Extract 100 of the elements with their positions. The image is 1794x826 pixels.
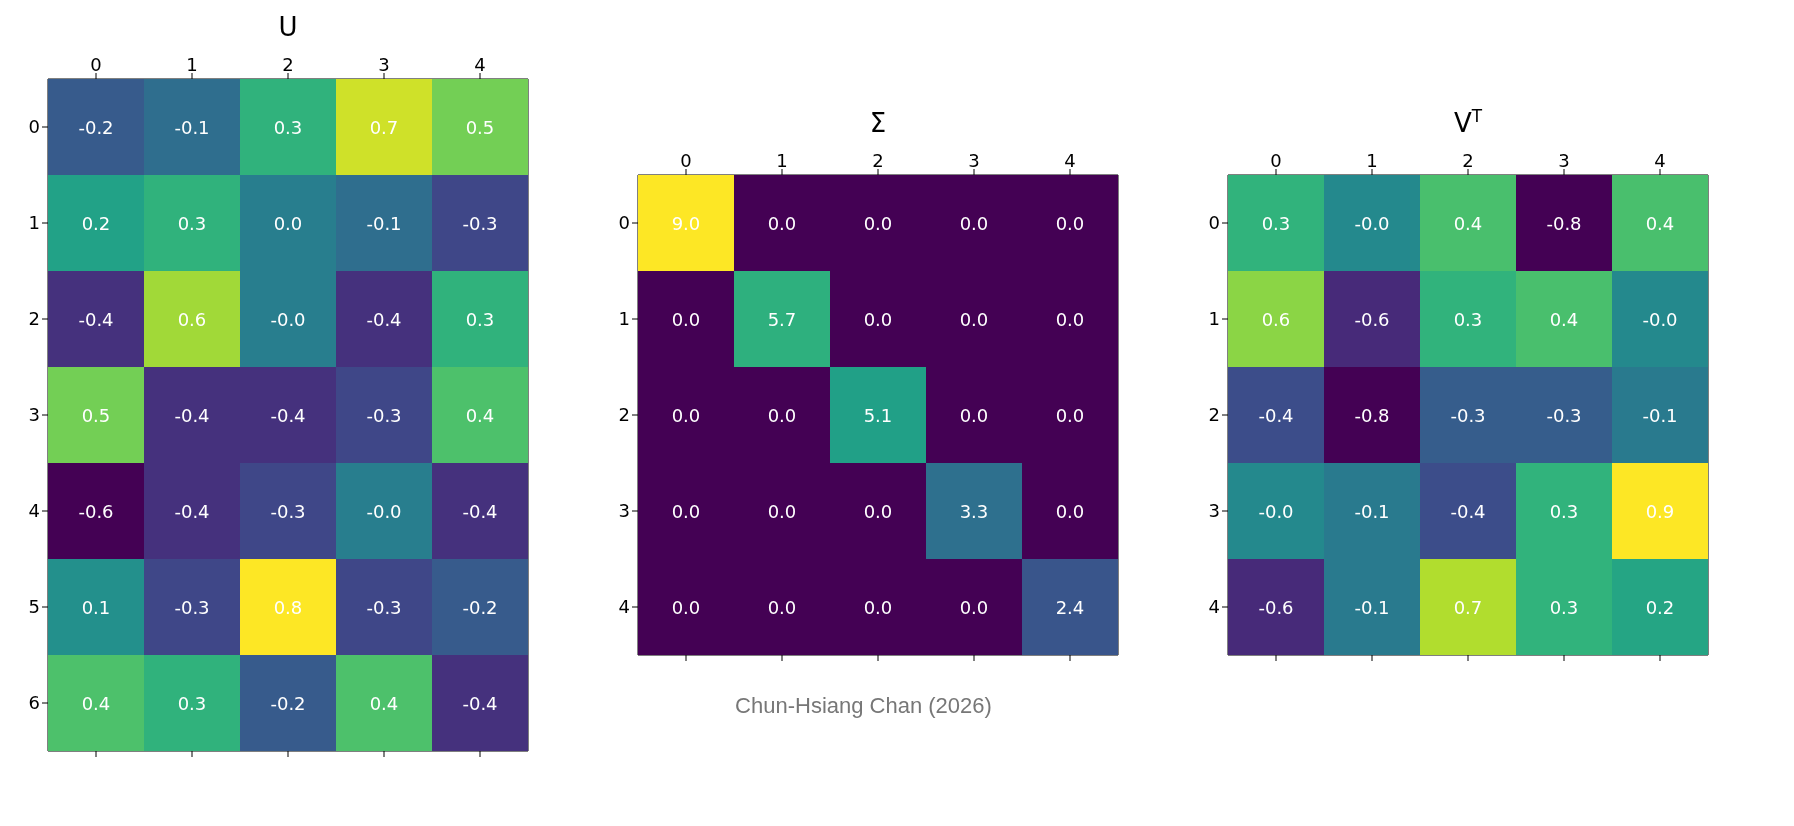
data-label: -0.3	[366, 404, 402, 426]
y-tick-label: 3	[1208, 500, 1220, 522]
data-label: 0.0	[671, 308, 701, 330]
x-tick-label: 4	[1064, 150, 1076, 171]
data-label: 0.0	[1055, 500, 1085, 522]
data-label: 0.2	[81, 212, 111, 234]
y-tick-label: 1	[618, 308, 630, 330]
data-label: -0.0	[366, 500, 402, 522]
data-label: -0.4	[1450, 500, 1486, 522]
y-tick-label: 1	[1208, 308, 1220, 330]
data-label: -0.1	[1642, 404, 1678, 426]
y-tick-label: 6	[28, 692, 40, 714]
data-label: -0.4	[270, 404, 306, 426]
data-label: 0.3	[177, 212, 207, 234]
data-label: -0.8	[1354, 404, 1390, 426]
data-label: -0.1	[174, 116, 210, 138]
data-label: -0.4	[462, 692, 498, 714]
data-label: 0.0	[1055, 308, 1085, 330]
y-tick-label: 4	[1208, 596, 1220, 618]
data-label: 0.6	[177, 308, 207, 330]
data-label: -0.0	[270, 308, 306, 330]
data-label: 2.4	[1055, 596, 1085, 618]
data-label: 0.0	[1055, 404, 1085, 426]
y-tick-label: 3	[28, 404, 40, 426]
x-tick-label: 3	[378, 54, 390, 75]
data-label: -0.4	[462, 500, 498, 522]
data-label: 0.6	[1261, 308, 1291, 330]
data-label: 0.0	[863, 500, 893, 522]
data-label: -0.4	[174, 404, 210, 426]
data-label: 0.4	[1453, 212, 1483, 234]
y-tick-label: 1	[28, 212, 40, 234]
data-label: 0.0	[959, 308, 989, 330]
chart-title: U	[278, 12, 298, 42]
x-tick-label: 1	[186, 54, 198, 75]
data-label: 0.0	[1055, 212, 1085, 234]
data-label: 0.0	[863, 212, 893, 234]
data-label: 0.4	[81, 692, 111, 714]
y-tick-label: 2	[28, 308, 40, 330]
data-label: 0.4	[1549, 308, 1579, 330]
data-label: 0.8	[273, 596, 303, 618]
x-tick-label: 3	[1558, 150, 1570, 171]
data-label: 0.1	[81, 596, 111, 618]
data-label: 5.7	[767, 308, 797, 330]
data-label: 0.3	[1549, 596, 1579, 618]
x-tick-label: 4	[1654, 150, 1666, 171]
x-tick-label: 2	[1462, 150, 1474, 171]
data-label: 0.0	[671, 596, 701, 618]
data-label: 0.3	[465, 308, 495, 330]
x-tick-label: 0	[90, 54, 102, 75]
y-tick-label: 5	[28, 596, 40, 618]
x-tick-label: 2	[282, 54, 294, 75]
data-label: -0.2	[462, 596, 498, 618]
x-tick-label: 3	[968, 150, 980, 171]
data-label: -0.3	[462, 212, 498, 234]
data-label: 0.7	[369, 116, 399, 138]
data-label: -0.4	[174, 500, 210, 522]
data-label: 0.3	[1549, 500, 1579, 522]
data-label: 0.0	[863, 308, 893, 330]
data-label: -0.2	[270, 692, 306, 714]
data-label: 0.0	[959, 212, 989, 234]
data-label: -0.6	[78, 500, 114, 522]
data-label: 5.1	[863, 404, 893, 426]
data-label: -0.3	[270, 500, 306, 522]
data-label: 0.3	[273, 116, 303, 138]
y-tick-label: 3	[618, 500, 630, 522]
y-tick-label: 0	[28, 116, 40, 138]
data-label: 0.0	[671, 404, 701, 426]
x-tick-label: 4	[474, 54, 486, 75]
data-label: 0.3	[1453, 308, 1483, 330]
data-label: -0.6	[1354, 308, 1390, 330]
data-label: -0.3	[1546, 404, 1582, 426]
data-label: 0.0	[959, 596, 989, 618]
data-label: -0.4	[1258, 404, 1294, 426]
data-label: 0.7	[1453, 596, 1483, 618]
data-label: -0.2	[78, 116, 114, 138]
x-tick-label: 2	[872, 150, 884, 171]
data-label: -0.4	[78, 308, 114, 330]
text: Chun-Hsiang Chan (2026)	[734, 693, 993, 719]
data-label: 0.4	[369, 692, 399, 714]
data-label: -0.8	[1546, 212, 1582, 234]
data-label: 0.3	[1261, 212, 1291, 234]
data-label: -0.4	[366, 308, 402, 330]
data-label: 0.9	[1645, 500, 1675, 522]
y-tick-label: 0	[618, 212, 630, 234]
data-label: 0.4	[1645, 212, 1675, 234]
data-label: 0.2	[1645, 596, 1675, 618]
data-label: 0.0	[273, 212, 303, 234]
y-tick-label: 2	[1208, 404, 1220, 426]
data-label: 0.0	[959, 404, 989, 426]
data-label: -0.1	[1354, 596, 1390, 618]
data-label: -0.3	[1450, 404, 1486, 426]
x-tick-label: 1	[776, 150, 788, 171]
data-label: 9.0	[671, 212, 701, 234]
data-label: -0.0	[1354, 212, 1390, 234]
data-label: -0.6	[1258, 596, 1294, 618]
x-tick-label: 0	[1270, 150, 1282, 171]
data-label: 0.0	[767, 500, 797, 522]
data-label: 0.0	[863, 596, 893, 618]
x-tick-label: 0	[680, 150, 692, 171]
data-label: 0.0	[767, 596, 797, 618]
